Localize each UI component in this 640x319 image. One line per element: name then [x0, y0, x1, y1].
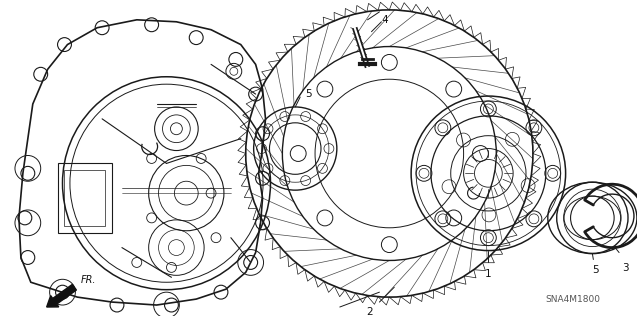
Text: 3: 3	[621, 263, 628, 273]
Text: SNA4M1800: SNA4M1800	[545, 294, 600, 304]
Text: 1: 1	[485, 269, 492, 279]
Text: 4: 4	[381, 15, 388, 25]
Text: 5: 5	[305, 89, 312, 99]
FancyArrow shape	[47, 284, 76, 307]
Text: 5: 5	[592, 265, 598, 275]
Text: 2: 2	[366, 307, 373, 317]
Text: FR.: FR.	[81, 275, 96, 285]
